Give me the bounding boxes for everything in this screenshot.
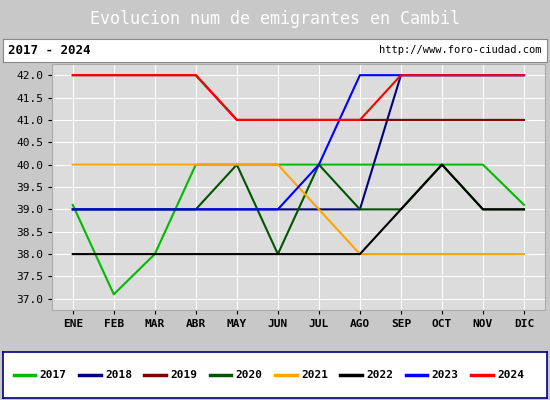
Text: 2023: 2023 [432, 370, 459, 380]
Text: 2020: 2020 [236, 370, 263, 380]
Text: 2021: 2021 [301, 370, 328, 380]
Text: 2022: 2022 [366, 370, 393, 380]
Text: 2019: 2019 [170, 370, 197, 380]
Text: 2024: 2024 [497, 370, 524, 380]
Text: 2018: 2018 [105, 370, 132, 380]
Text: 2017 - 2024: 2017 - 2024 [8, 44, 91, 57]
Text: 2017: 2017 [40, 370, 67, 380]
Text: http://www.foro-ciudad.com: http://www.foro-ciudad.com [379, 45, 542, 55]
Text: Evolucion num de emigrantes en Cambil: Evolucion num de emigrantes en Cambil [90, 10, 460, 28]
